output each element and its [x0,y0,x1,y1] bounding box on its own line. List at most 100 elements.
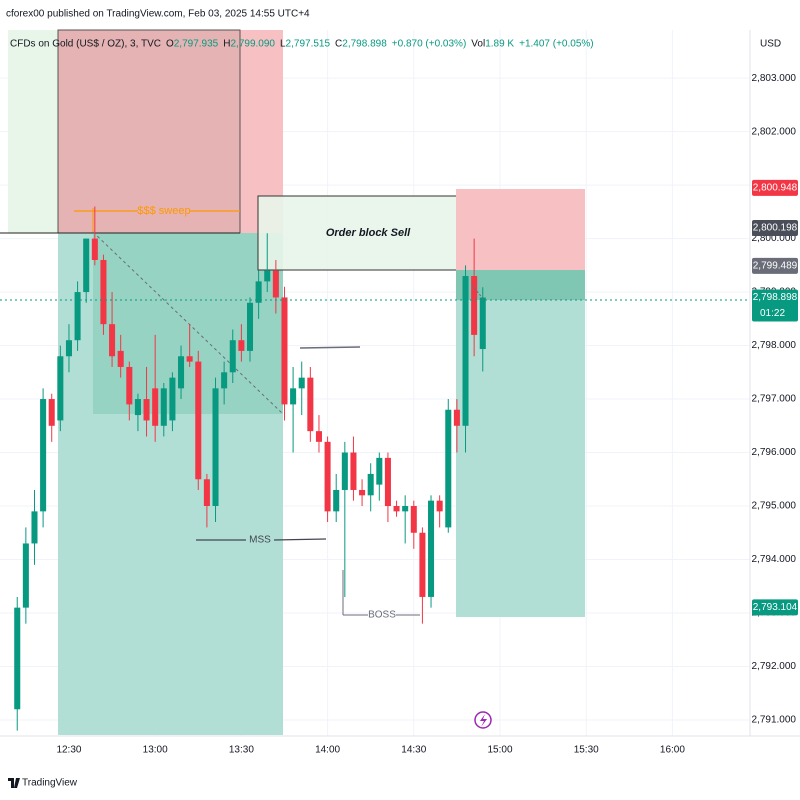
candle-body [315,431,322,442]
candle-body [419,532,426,597]
candle-body [462,276,469,426]
x-tick-label: 15:30 [574,745,599,756]
legend-value: +1.407 (+0.05%) [519,39,594,50]
candle-body [229,340,236,373]
event-icon[interactable] [474,711,492,729]
candle-body [143,399,150,421]
x-tick-label: 15:00 [487,745,512,756]
price-tag [752,179,798,196]
stop-zone [456,189,585,270]
candle-body [203,479,210,507]
price-tag [752,257,798,274]
trend-line [92,231,284,415]
x-tick-label: 14:30 [401,745,426,756]
price-tag-label: 2,793.104 [753,602,798,613]
candle-body [169,377,176,421]
drawings: $$$ sweep Order block Sell MSS BOSS [0,29,585,735]
price-tag [752,599,798,616]
candle-body [186,356,193,362]
level-line [299,346,361,349]
price-tag [752,220,798,237]
candle-body [471,276,478,335]
annotation: BOSS [368,610,396,621]
candle-body [14,607,21,710]
legend-key: L [280,39,286,50]
legend-value: 2,798.898 [342,39,387,50]
range-box [57,29,241,234]
candle-body [22,543,29,608]
x-tick-label: 13:00 [143,745,168,756]
y-tick-label: 2,795.000 [752,501,797,512]
candle-body [117,350,124,367]
candle-body [359,489,366,496]
price-tag-label: 2,800.948 [753,183,798,194]
countdown: 01:22 [760,308,785,319]
trend-line [471,284,485,301]
candle-body [48,399,55,426]
candle-body [74,292,81,341]
symbol: CFDs on Gold (US$ / OZ), 3, TVC [10,39,161,50]
candle-body [298,377,305,389]
axes: 2,791.0002,792.0002,793.0002,794.0002,79… [56,73,798,756]
candle-body [307,377,314,432]
brand: TradingView [22,778,78,789]
candle-body [479,297,486,350]
candle-body [272,270,279,298]
candle-body [246,302,254,351]
published: cforex00 published on TradingView.com, F… [6,9,310,20]
y-tick-label: 2,797.000 [752,394,797,405]
candle-body [350,452,357,490]
event-icon-bolt [480,714,487,727]
candle-body [393,506,400,512]
x-tick-label: 16:00 [660,745,685,756]
legend: O 2,797.935 H 2,799.090 L 2,797.515 C 2,798.898… [166,39,594,50]
candle-body [57,356,64,421]
price-tag-label: 2,799.489 [753,261,798,272]
candle-body [445,409,452,528]
legend-value: 2,797.935 [174,39,219,50]
price-tag [752,289,798,322]
candle-body [410,506,417,533]
candle-body [290,388,297,405]
legend-value: 2,797.515 [286,39,331,50]
y-tick-label: 2,802.000 [752,126,797,137]
y-tick-label: 2,796.000 [752,447,797,458]
candle-body [212,388,219,507]
zone [8,30,58,233]
candles [14,206,486,731]
candle-body [402,506,409,512]
price-tag-label: 2,798.898 [753,292,798,303]
candle-body [109,324,116,357]
x-tick-label: 14:00 [315,745,340,756]
candle-body [160,388,167,426]
y-tick-label: 2,800.000 [752,233,797,244]
candle-body [376,457,383,485]
annotation: $$$ sweep [137,205,190,217]
candle-body [195,361,202,480]
candle-body [324,441,331,512]
logo [8,778,20,788]
annotation: MSS [249,535,271,546]
candle-body [333,489,340,512]
candle-body [40,399,47,512]
candle-body [152,388,159,426]
y-tick-label: 2,794.000 [752,554,797,565]
legend-value: 2,799.090 [230,39,275,50]
y-tick-label: 2,803.000 [752,73,797,84]
legend-key: C [335,39,342,50]
y-tick-label: 2,798.000 [752,340,797,351]
candle-body [221,372,228,389]
entry-zone [456,270,585,300]
candle-body [31,511,38,544]
candle-body [255,281,262,303]
y-tick-label: 2,791.000 [752,715,797,726]
candle-body [83,238,90,293]
candle-body [281,297,288,405]
mss-line [273,538,327,541]
candle-body [238,340,245,351]
candle-body [264,270,271,282]
candle-body [91,238,98,260]
candle-body [428,500,435,597]
candle-body [126,366,133,405]
